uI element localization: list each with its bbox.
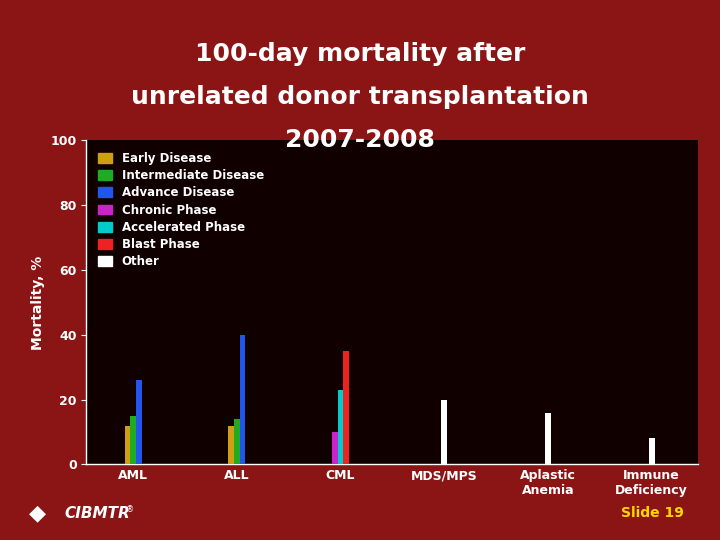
Text: ®: ® xyxy=(126,505,134,514)
Text: 2007-2008: 2007-2008 xyxy=(285,129,435,152)
Bar xyxy=(130,416,136,464)
Bar xyxy=(125,426,130,464)
Bar xyxy=(136,380,142,464)
Legend: Early Disease, Intermediate Disease, Advance Disease, Chronic Phase, Accelerated: Early Disease, Intermediate Disease, Adv… xyxy=(92,146,270,274)
Bar xyxy=(228,426,234,464)
Bar xyxy=(545,413,551,464)
Y-axis label: Mortality, %: Mortality, % xyxy=(31,255,45,349)
Text: 100-day mortality after: 100-day mortality after xyxy=(195,42,525,66)
Text: unrelated donor transplantation: unrelated donor transplantation xyxy=(131,85,589,109)
Bar xyxy=(343,351,349,464)
Text: Slide 19: Slide 19 xyxy=(621,506,684,520)
Bar xyxy=(338,390,343,464)
Bar xyxy=(332,432,338,464)
Bar xyxy=(441,400,447,464)
Bar xyxy=(240,335,246,464)
Text: ◆: ◆ xyxy=(29,503,46,523)
Bar xyxy=(649,438,654,464)
Bar xyxy=(234,419,240,464)
Text: CIBMTR: CIBMTR xyxy=(65,505,130,521)
